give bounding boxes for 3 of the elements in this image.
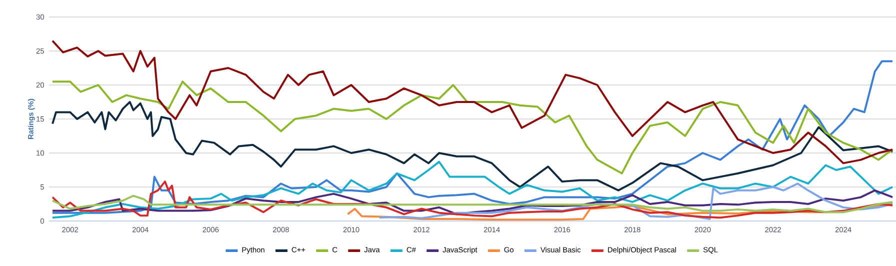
line-series	[52, 194, 894, 214]
line-series	[52, 101, 894, 192]
line-series	[378, 182, 894, 220]
